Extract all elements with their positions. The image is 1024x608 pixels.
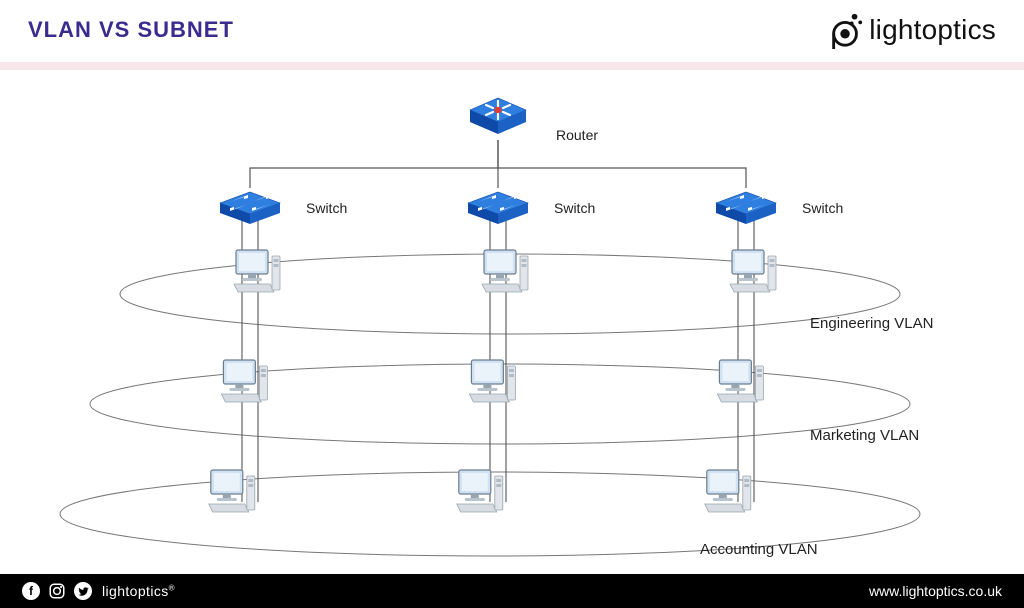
pc-node [717, 360, 763, 402]
switch-node [716, 192, 776, 224]
pc-node [469, 360, 515, 402]
switch-label: Switch [554, 200, 595, 216]
router-label: Router [556, 127, 598, 143]
vlan-label: Accounting VLAN [700, 541, 818, 558]
switch-node [468, 192, 528, 224]
pc-node [482, 250, 528, 292]
vlan-label: Engineering VLAN [810, 315, 933, 332]
link-line [498, 140, 746, 188]
footer: f lightoptics® www.lightoptics.co.uk [0, 574, 1024, 608]
switch-label: Switch [306, 200, 347, 216]
social-icons: f [22, 582, 92, 600]
logo-text: lightoptics [869, 14, 996, 46]
pc-node [221, 360, 267, 402]
switch-node [220, 192, 280, 224]
footer-url: www.lightoptics.co.uk [869, 583, 1002, 599]
twitter-icon[interactable] [74, 582, 92, 600]
network-diagram: Engineering VLAN Marketing VLAN Accounting… [0, 78, 1024, 574]
pc-node [209, 470, 255, 512]
logo-icon [827, 11, 865, 49]
instagram-icon[interactable] [48, 582, 66, 600]
header: VLAN VS SUBNET lightoptics [0, 0, 1024, 60]
footer-brand: lightoptics® [102, 583, 175, 599]
switch-label: Switch [802, 200, 843, 216]
pc-node [705, 470, 751, 512]
facebook-icon[interactable]: f [22, 582, 40, 600]
router-node [470, 98, 526, 134]
header-divider [0, 62, 1024, 70]
link-line [250, 140, 498, 188]
pc-node [234, 250, 280, 292]
page-title: VLAN VS SUBNET [28, 17, 234, 43]
brand-logo: lightoptics [827, 11, 996, 49]
pc-node [457, 470, 503, 512]
vlan-label: Marketing VLAN [810, 427, 919, 444]
pc-node [730, 250, 776, 292]
